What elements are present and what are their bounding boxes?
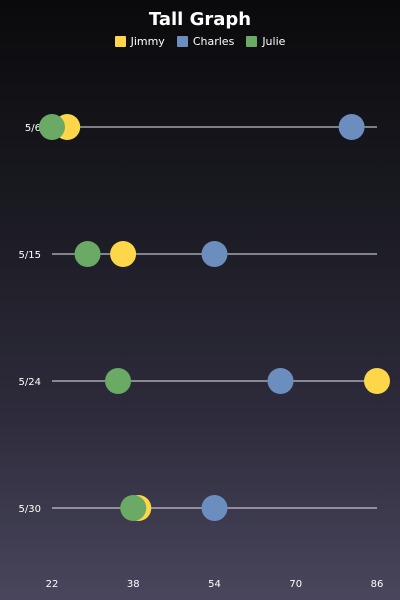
data-point-jimmy [110, 241, 136, 267]
y-tick-label: 5/24 [19, 377, 41, 388]
data-point-charles [268, 368, 294, 394]
x-tick-label: 22 [46, 579, 59, 590]
x-tick-label: 86 [371, 579, 384, 590]
data-point-julie [39, 114, 65, 140]
y-tick-label: 5/30 [19, 504, 41, 515]
data-point-julie [105, 368, 131, 394]
x-tick-label: 54 [208, 579, 221, 590]
data-point-charles [202, 241, 228, 267]
data-point-julie [75, 241, 101, 267]
data-point-charles [202, 495, 228, 521]
x-tick-label: 38 [127, 579, 140, 590]
data-point-julie [120, 495, 146, 521]
data-point-jimmy [364, 368, 390, 394]
data-point-charles [339, 114, 365, 140]
x-tick-label: 70 [289, 579, 302, 590]
y-tick-label: 5/6 [25, 123, 41, 134]
y-tick-label: 5/15 [19, 250, 41, 261]
